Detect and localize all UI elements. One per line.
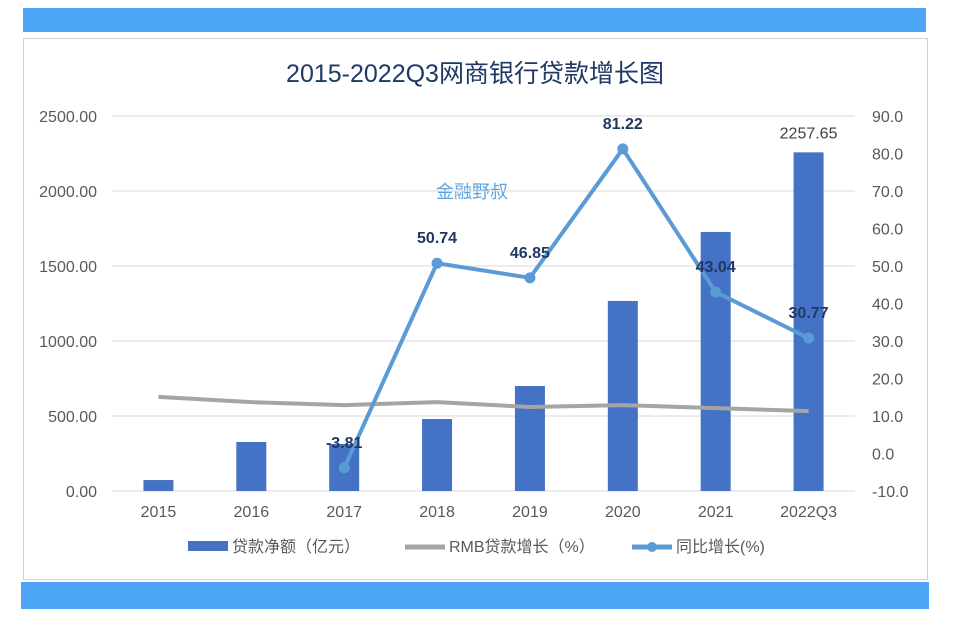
yoy-label: 81.22 — [603, 116, 643, 133]
y-right-tick: 0.0 — [872, 447, 894, 464]
bar — [143, 480, 174, 491]
rmb-growth-line — [158, 394, 809, 414]
legend-swatch-bar — [188, 541, 228, 551]
y-right-tick: 10.0 — [872, 409, 903, 426]
y-left-tick: 2000.00 — [39, 184, 97, 201]
x-tick: 2018 — [419, 504, 455, 521]
y-right-tick: 80.0 — [872, 147, 903, 164]
y-left-tick: 1500.00 — [39, 259, 97, 276]
x-tick: 2017 — [326, 504, 362, 521]
legend-label: RMB贷款增长（%） — [449, 538, 595, 556]
x-tick: 2021 — [698, 504, 734, 521]
bar — [514, 386, 545, 491]
x-tick: 2022Q3 — [780, 504, 837, 521]
bottom-banner — [21, 582, 929, 609]
bar — [793, 152, 824, 492]
bar — [422, 419, 453, 491]
legend-marker — [647, 542, 657, 552]
yoy-marker — [524, 272, 536, 284]
legend-label: 同比增长(%) — [676, 538, 765, 556]
y-left-tick: 500.00 — [48, 409, 97, 426]
legend-label: 贷款净额（亿元） — [232, 538, 360, 556]
bar — [236, 441, 267, 491]
yoy-label: 30.77 — [789, 305, 829, 322]
yoy-marker — [338, 462, 350, 474]
yoy-growth-line — [342, 146, 810, 469]
y-right-tick: 50.0 — [872, 259, 903, 276]
y-right-tick: 40.0 — [872, 297, 903, 314]
y-right-tick: 60.0 — [872, 222, 903, 239]
y-right-tick: 70.0 — [872, 184, 903, 201]
chart-title: 2015-2022Q3网商银行贷款增长图 — [286, 60, 664, 88]
yoy-label: 46.85 — [510, 245, 550, 262]
yoy-marker — [803, 332, 815, 344]
x-tick: 2020 — [605, 504, 641, 521]
yoy-marker — [710, 286, 722, 298]
watermark: 金融野叔 — [436, 182, 508, 202]
y-right-tick: 20.0 — [872, 372, 903, 389]
chart-frame — [23, 38, 928, 580]
bar-label: 2257.65 — [780, 125, 838, 142]
yoy-marker — [617, 143, 629, 155]
x-tick: 2015 — [141, 504, 177, 521]
bar — [607, 300, 638, 491]
y-left-tick: 2500.00 — [39, 109, 97, 126]
yoy-marker — [431, 257, 443, 269]
x-tick: 2019 — [512, 504, 548, 521]
yoy-label: 43.04 — [696, 259, 736, 276]
y-right-tick: 90.0 — [872, 109, 903, 126]
y-right-tick: 30.0 — [872, 334, 903, 351]
x-tick: 2016 — [234, 504, 270, 521]
yoy-label: -3.81 — [326, 435, 363, 452]
y-right-tick: -10.0 — [872, 484, 909, 501]
top-banner — [23, 8, 926, 32]
y-left-tick: 1000.00 — [39, 334, 97, 351]
y-left-tick: 0.00 — [66, 484, 97, 501]
yoy-label: 50.74 — [417, 230, 457, 247]
